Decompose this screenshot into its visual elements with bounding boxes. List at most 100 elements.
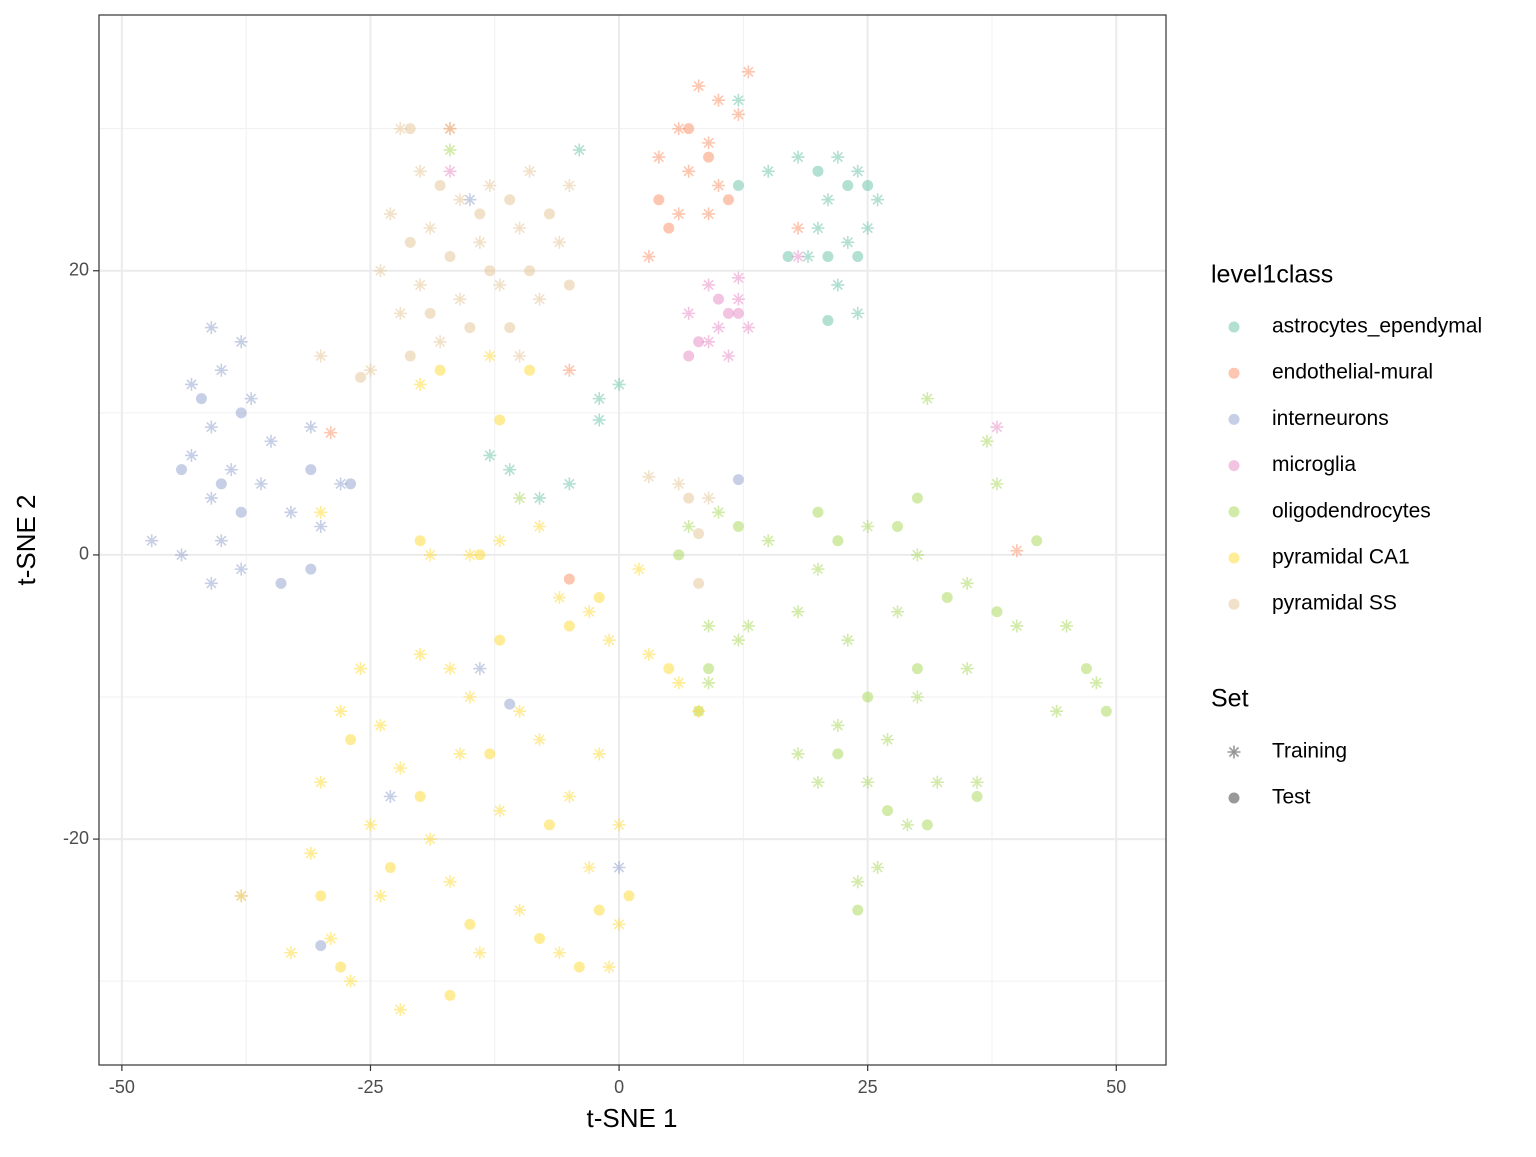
- point: [552, 235, 566, 249]
- point: [592, 747, 606, 761]
- point: [703, 151, 715, 163]
- point: [504, 194, 516, 206]
- point: [494, 414, 506, 426]
- point: [463, 690, 477, 704]
- legend-label: interneurons: [1272, 407, 1389, 430]
- point: [602, 960, 616, 974]
- point: [543, 208, 555, 220]
- point: [444, 989, 456, 1001]
- point: [990, 420, 1004, 434]
- point: [284, 946, 298, 960]
- point: [224, 463, 238, 477]
- point: [543, 819, 555, 831]
- legend-swatch: [1228, 598, 1240, 610]
- point: [692, 704, 706, 718]
- x-axis-title: t-SNE 1: [586, 1103, 677, 1133]
- point: [592, 392, 606, 406]
- point: [672, 122, 686, 136]
- point: [623, 890, 635, 902]
- point: [811, 775, 825, 789]
- point: [145, 534, 159, 548]
- point: [214, 534, 228, 548]
- point: [184, 377, 198, 391]
- y-axis-title: t-SNE 2: [11, 494, 41, 585]
- point: [184, 448, 198, 462]
- point: [275, 577, 287, 589]
- point: [493, 534, 507, 548]
- point: [433, 335, 447, 349]
- point: [552, 591, 566, 605]
- point: [524, 364, 536, 376]
- point: [363, 818, 377, 832]
- point: [892, 521, 904, 533]
- point: [732, 521, 744, 533]
- point: [204, 321, 218, 335]
- point: [821, 193, 835, 207]
- point: [722, 194, 734, 206]
- point: [214, 363, 228, 377]
- point: [383, 789, 397, 803]
- point: [1031, 535, 1043, 547]
- point: [632, 562, 646, 576]
- point: [552, 946, 566, 960]
- point: [563, 620, 575, 632]
- point: [393, 1003, 407, 1017]
- point: [345, 478, 357, 490]
- point: [533, 733, 547, 747]
- point: [702, 207, 716, 221]
- point: [722, 307, 734, 319]
- point: [791, 605, 805, 619]
- point: [791, 150, 805, 164]
- point: [642, 647, 656, 661]
- point: [881, 733, 895, 747]
- point: [304, 420, 318, 434]
- point: [423, 221, 437, 235]
- point: [563, 279, 575, 291]
- x-tick-label: -50: [109, 1077, 135, 1097]
- point: [524, 265, 536, 277]
- point: [991, 606, 1003, 618]
- point: [314, 775, 328, 789]
- point: [822, 314, 834, 326]
- point: [504, 322, 516, 334]
- point: [533, 520, 547, 534]
- point: [204, 576, 218, 590]
- point: [533, 292, 547, 306]
- point: [831, 278, 845, 292]
- point: [483, 349, 497, 363]
- point: [693, 528, 705, 540]
- point: [573, 961, 585, 973]
- point: [741, 65, 755, 79]
- point: [404, 123, 416, 135]
- point: [464, 322, 476, 334]
- point: [534, 933, 546, 945]
- point: [811, 221, 825, 235]
- legend-title: level1class: [1211, 261, 1333, 289]
- point: [900, 818, 914, 832]
- point: [732, 474, 744, 486]
- point: [1089, 676, 1103, 690]
- point: [473, 662, 487, 676]
- point: [822, 251, 834, 263]
- point: [1010, 619, 1024, 633]
- point: [741, 619, 755, 633]
- point: [930, 775, 944, 789]
- point: [513, 704, 527, 718]
- point: [453, 747, 467, 761]
- point: [861, 221, 875, 235]
- point: [305, 563, 317, 575]
- point: [513, 491, 527, 505]
- point: [175, 548, 189, 562]
- point: [841, 633, 855, 647]
- point: [334, 704, 348, 718]
- point: [314, 349, 328, 363]
- point: [731, 633, 745, 647]
- legend-label: microglia: [1272, 453, 1356, 476]
- point: [562, 179, 576, 193]
- point: [414, 790, 426, 802]
- legend-swatch: [1228, 367, 1240, 379]
- point: [980, 434, 994, 448]
- point: [1060, 619, 1074, 633]
- point: [423, 832, 437, 846]
